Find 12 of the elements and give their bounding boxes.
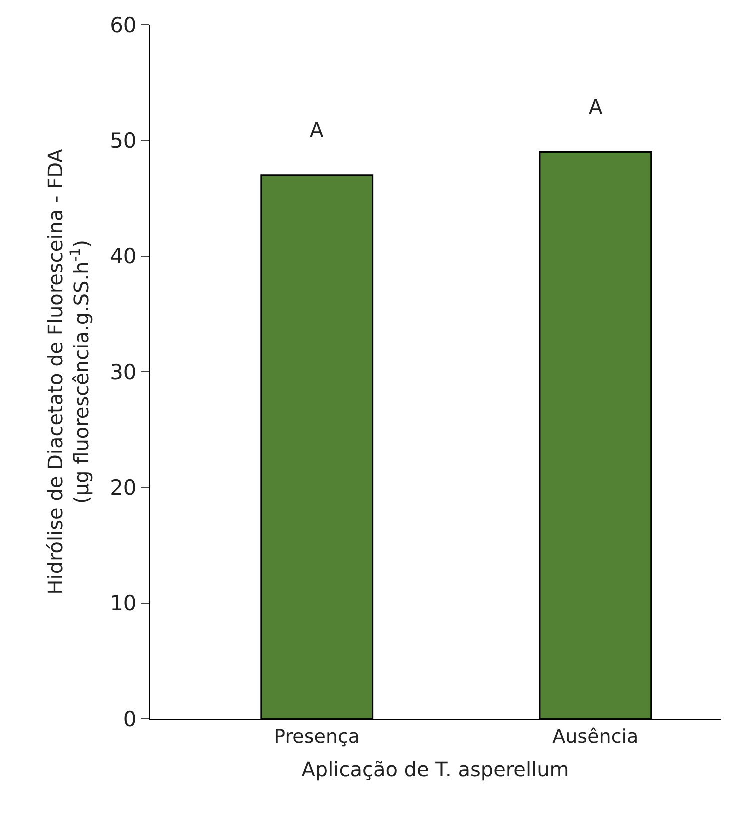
y-tick-label: 10 — [110, 592, 137, 616]
y-tick-label: 30 — [110, 360, 137, 384]
annotation: A — [589, 95, 603, 119]
x-tick-label: Presença — [274, 726, 360, 748]
x-tick-label: Ausência — [552, 726, 639, 748]
x-axis-title: Aplicação de T. asperellum — [302, 757, 570, 782]
annotation: A — [310, 118, 324, 142]
y-tick-label: 0 — [123, 707, 137, 732]
y-tick-label: 20 — [110, 476, 137, 500]
y-tick-label: 60 — [110, 13, 137, 38]
y-tick-label: 40 — [110, 244, 137, 269]
y-tick-label: 50 — [110, 129, 137, 154]
